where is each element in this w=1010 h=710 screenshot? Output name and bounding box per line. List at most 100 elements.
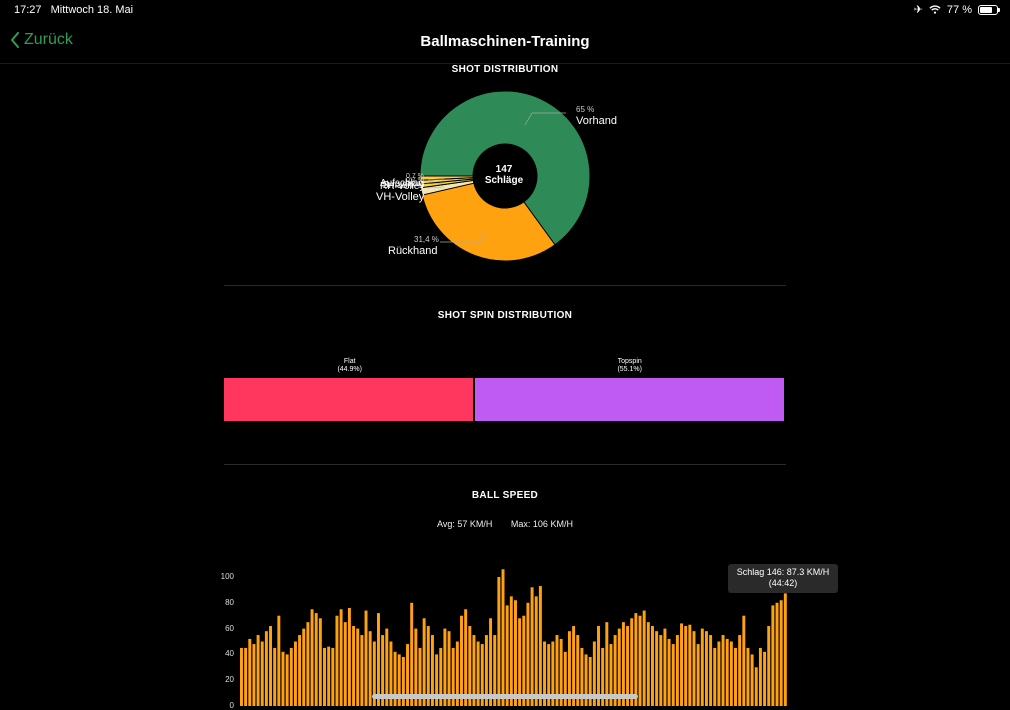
speed-bar[interactable] — [410, 602, 414, 706]
speed-bar[interactable] — [314, 613, 318, 706]
speed-bar[interactable] — [406, 644, 410, 706]
speed-bar[interactable] — [518, 618, 522, 706]
speed-bar[interactable] — [779, 600, 783, 706]
speed-bar[interactable] — [754, 667, 758, 706]
speed-bar[interactable] — [430, 635, 434, 706]
speed-bar[interactable] — [613, 635, 617, 706]
speed-bar[interactable] — [472, 635, 476, 706]
speed-bar[interactable] — [742, 615, 746, 706]
speed-bar[interactable] — [651, 626, 654, 706]
speed-bar[interactable] — [372, 641, 376, 707]
speed-bar[interactable] — [501, 569, 505, 706]
speed-bar[interactable] — [293, 641, 297, 707]
speed-bar[interactable] — [323, 647, 326, 706]
speed-bar[interactable] — [514, 600, 517, 706]
speed-bar[interactable] — [750, 654, 754, 706]
speed-bar[interactable] — [675, 635, 679, 706]
speed-bar[interactable] — [377, 613, 380, 706]
home-indicator[interactable] — [372, 694, 638, 699]
speed-bar[interactable] — [447, 631, 451, 706]
speed-bar[interactable] — [364, 610, 368, 706]
speed-bar[interactable] — [484, 635, 488, 706]
speed-bar[interactable] — [248, 638, 252, 706]
speed-bar[interactable] — [746, 647, 750, 706]
speed-bar[interactable] — [455, 641, 459, 707]
speed-bar[interactable] — [659, 635, 663, 706]
speed-bar[interactable] — [273, 647, 277, 706]
speed-bar[interactable] — [497, 577, 501, 706]
speed-bar[interactable] — [592, 641, 596, 707]
speed-bar[interactable] — [310, 609, 314, 706]
speed-bar[interactable] — [709, 635, 713, 706]
speed-bar[interactable] — [725, 638, 729, 706]
speed-bar[interactable] — [680, 623, 684, 706]
speed-bar[interactable] — [306, 622, 310, 706]
speed-bar[interactable] — [464, 609, 468, 706]
speed-bar[interactable] — [634, 613, 638, 706]
speed-bar[interactable] — [630, 618, 634, 706]
speed-bar[interactable] — [555, 635, 559, 706]
speed-bar[interactable] — [684, 626, 688, 706]
speed-bar[interactable] — [244, 647, 248, 706]
speed-bar[interactable] — [401, 656, 405, 706]
speed-bar[interactable] — [692, 631, 696, 706]
speed-bar[interactable] — [468, 626, 472, 706]
speed-bar[interactable] — [559, 638, 563, 706]
speed-bar[interactable] — [775, 602, 779, 706]
speed-bar[interactable] — [298, 635, 302, 706]
speed-bar[interactable] — [638, 615, 642, 706]
speed-bar[interactable] — [418, 647, 422, 706]
speed-bar[interactable] — [597, 626, 600, 706]
speed-bar[interactable] — [368, 631, 372, 706]
speed-bar[interactable] — [509, 596, 513, 706]
speed-bar[interactable] — [281, 651, 285, 706]
speed-bar[interactable] — [489, 618, 493, 706]
speed-bar[interactable] — [480, 644, 484, 706]
speed-bar[interactable] — [663, 628, 667, 706]
speed-bar[interactable] — [526, 602, 530, 706]
speed-bar[interactable] — [331, 647, 335, 706]
speed-bar[interactable] — [318, 618, 322, 706]
speed-bar[interactable] — [347, 607, 351, 706]
speed-bar[interactable] — [734, 647, 737, 706]
speed-bar[interactable] — [360, 635, 364, 706]
speed-bar[interactable] — [264, 631, 268, 706]
speed-bar[interactable] — [584, 654, 588, 706]
speed-bar[interactable] — [704, 631, 708, 706]
speed-bar[interactable] — [426, 626, 430, 706]
speed-bar[interactable] — [327, 646, 331, 706]
speed-bar[interactable] — [422, 618, 426, 706]
speed-bar[interactable] — [713, 647, 717, 706]
speed-bar[interactable] — [443, 628, 447, 706]
speed-bar[interactable] — [576, 635, 580, 706]
speed-bar[interactable] — [543, 641, 547, 707]
speed-bar[interactable] — [588, 656, 592, 706]
speed-bar[interactable] — [572, 626, 576, 706]
speed-bar[interactable] — [642, 610, 646, 706]
speed-bar[interactable] — [646, 622, 650, 706]
speed-bar[interactable] — [738, 635, 742, 706]
speed-bar[interactable] — [335, 615, 339, 706]
speed-bar[interactable] — [717, 641, 721, 707]
speed-bar[interactable] — [763, 651, 767, 706]
speed-bar[interactable] — [269, 626, 273, 706]
speed-bar[interactable] — [285, 654, 289, 706]
speed-bar[interactable] — [451, 647, 455, 706]
speed-bar[interactable] — [393, 651, 397, 706]
speed-bar[interactable] — [240, 647, 243, 706]
speed-bar[interactable] — [356, 628, 360, 706]
speed-bar[interactable] — [522, 615, 526, 706]
speed-bar[interactable] — [783, 593, 787, 706]
speed-bar[interactable] — [580, 647, 584, 706]
speed-bar[interactable] — [667, 638, 671, 706]
speed-bar[interactable] — [339, 609, 343, 706]
speed-bar[interactable] — [302, 628, 306, 706]
speed-bar[interactable] — [476, 641, 480, 707]
speed-bar[interactable] — [601, 647, 605, 706]
speed-bar[interactable] — [688, 624, 692, 706]
speed-bar[interactable] — [252, 644, 256, 706]
speed-bar[interactable] — [538, 586, 542, 706]
speed-bar[interactable] — [439, 647, 443, 706]
speed-bar[interactable] — [605, 622, 609, 706]
